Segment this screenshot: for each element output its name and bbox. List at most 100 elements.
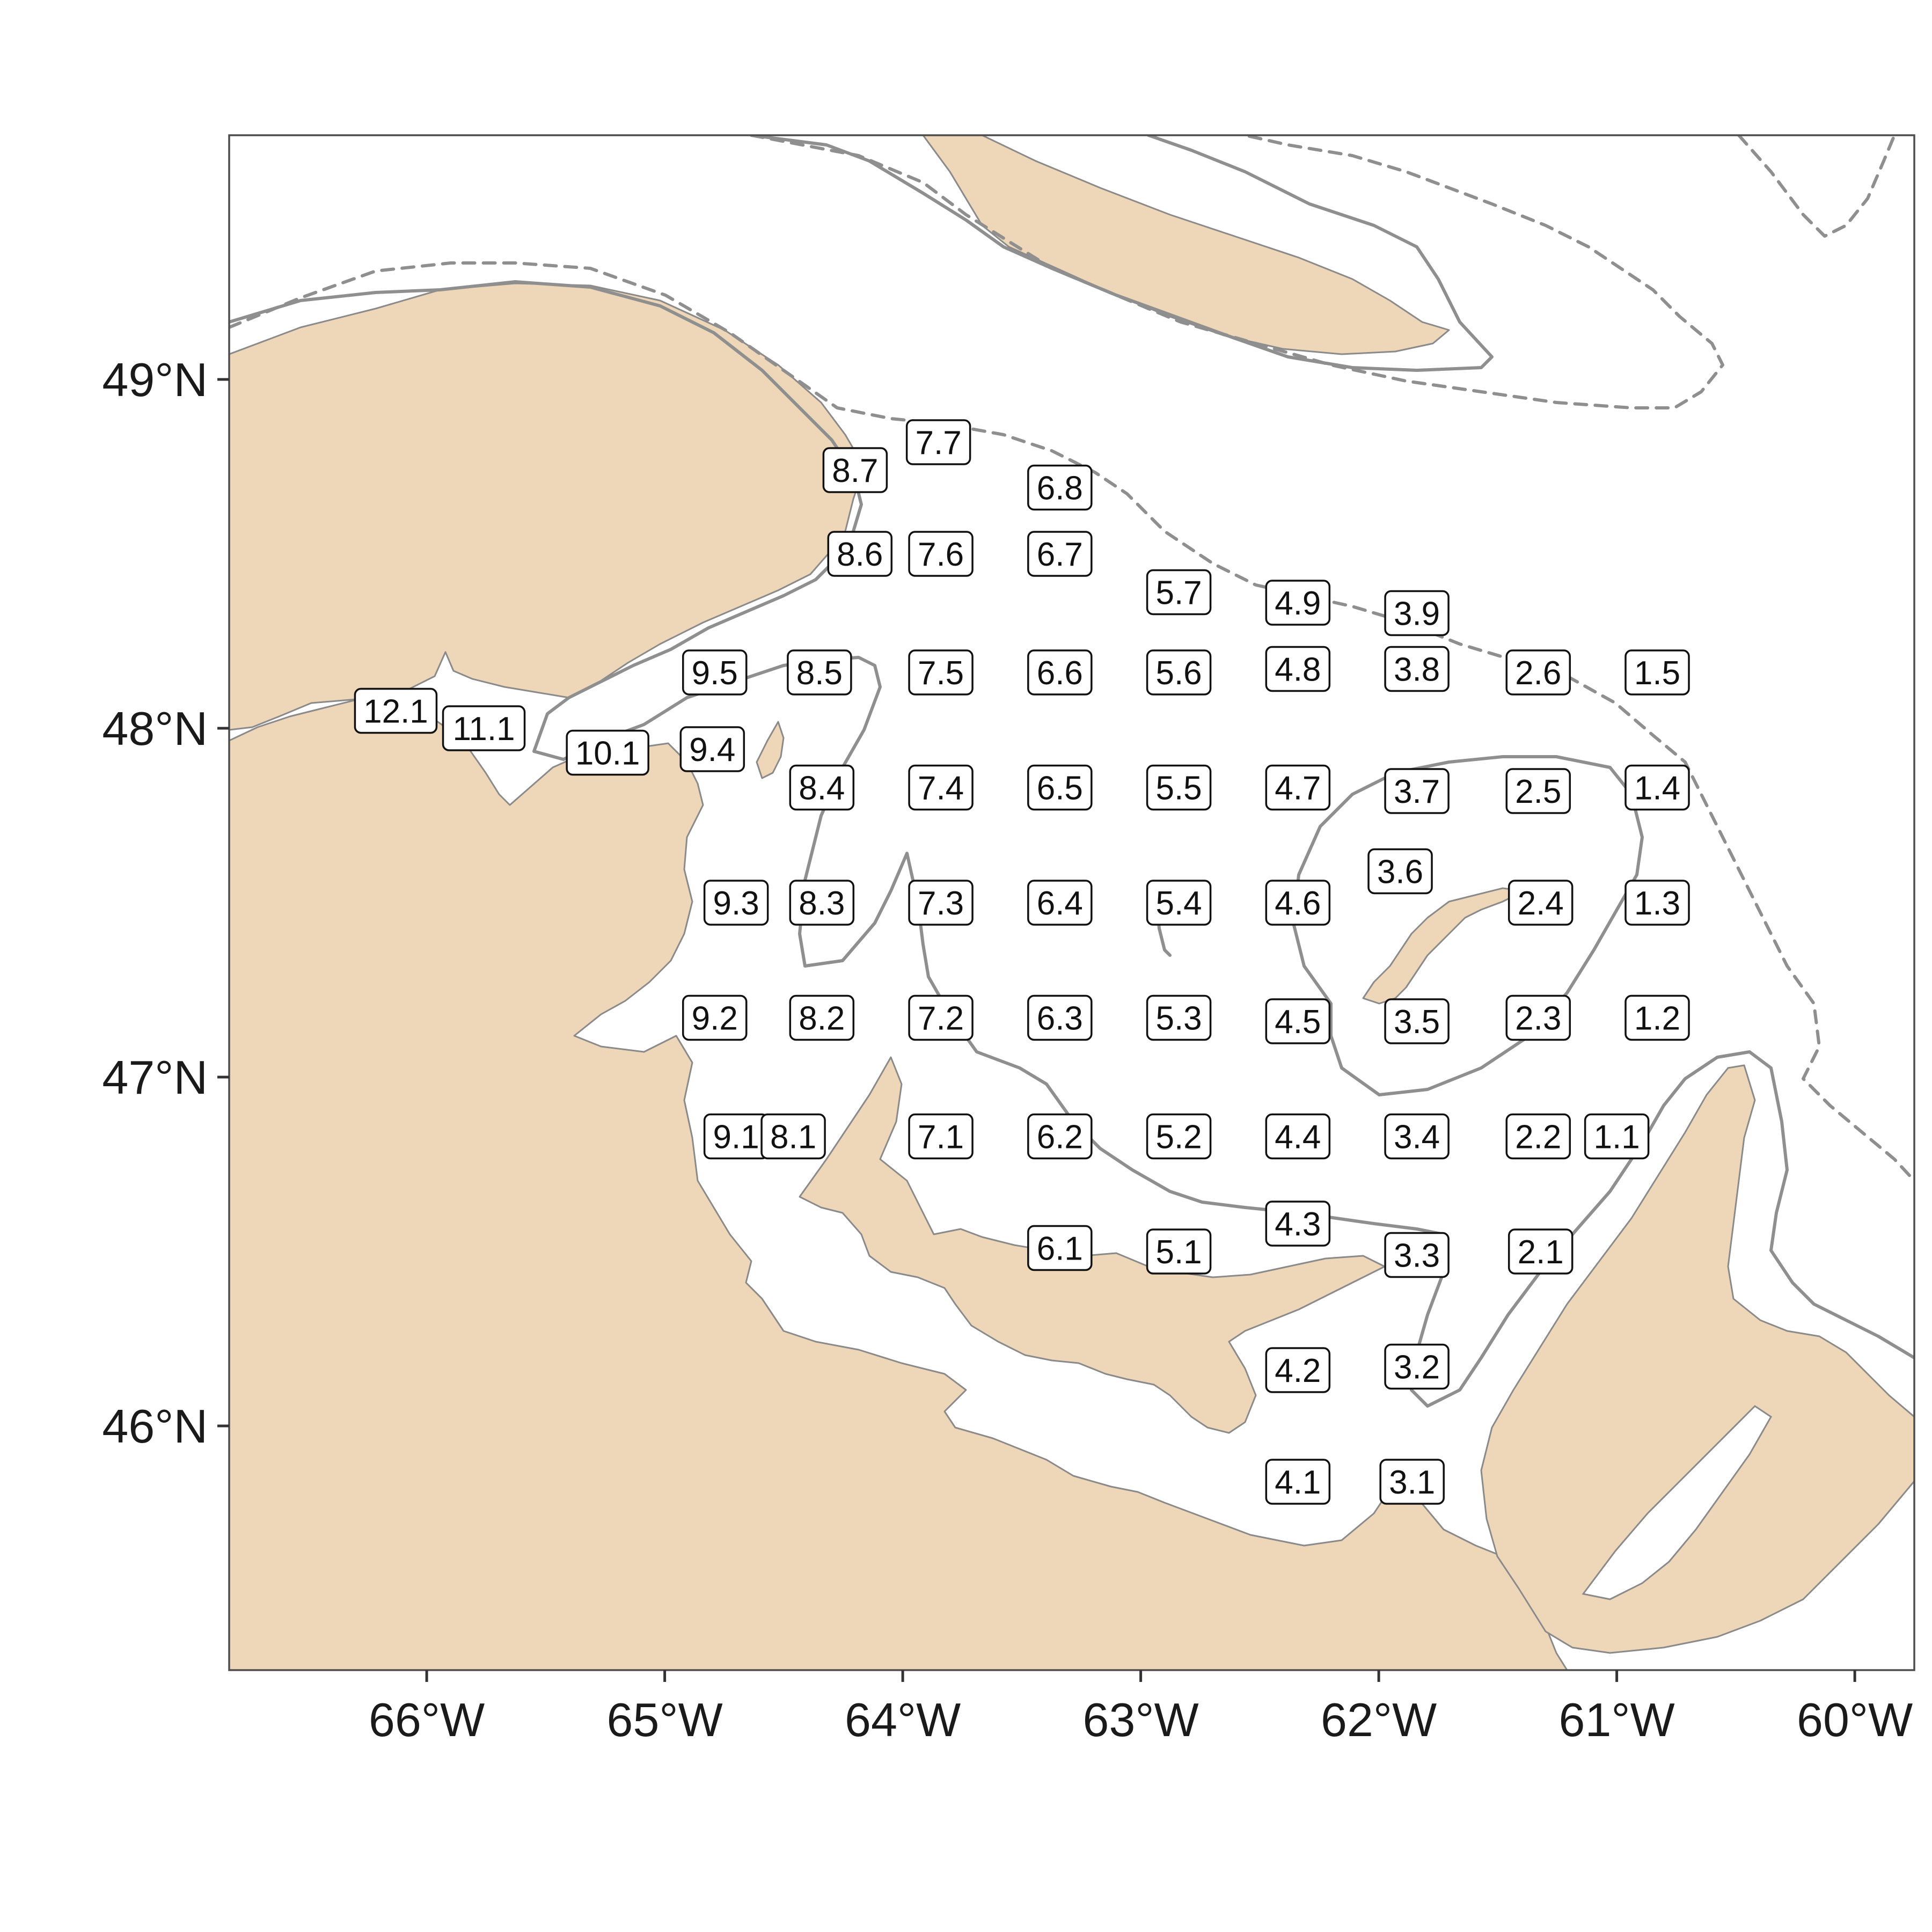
station-label: 4.7 <box>1265 764 1331 811</box>
station-label-box <box>1027 764 1093 811</box>
station-label: 6.7 <box>1027 531 1093 577</box>
station-label-text: 5.5 <box>1155 770 1202 807</box>
station-label-box <box>1146 1113 1212 1160</box>
station-label-text: 6.4 <box>1037 885 1083 922</box>
station-label: 8.3 <box>789 880 855 926</box>
station-label-box <box>1624 764 1690 811</box>
station-label-box <box>566 729 649 776</box>
station-label-text: 8.3 <box>799 885 845 922</box>
station-label: 2.1 <box>1507 1228 1574 1275</box>
station-label-text: 6.7 <box>1037 536 1083 573</box>
station-label-box <box>908 994 974 1041</box>
station-label: 3.3 <box>1384 1232 1450 1278</box>
station-label-box <box>1146 880 1212 926</box>
station-label: 2.6 <box>1505 649 1571 696</box>
station-label-box <box>908 880 974 926</box>
station-label-text: 3.5 <box>1394 1004 1440 1041</box>
station-label: 11.1 <box>442 705 526 751</box>
station-label-text: 7.3 <box>918 885 964 922</box>
station-label-box <box>1146 764 1212 811</box>
station-label: 9.2 <box>682 994 748 1041</box>
x-tick-label: 60°W <box>1797 1693 1913 1746</box>
station-label-text: 7.2 <box>918 1000 964 1037</box>
station-label-box <box>1027 994 1093 1041</box>
station-label-box <box>827 531 893 577</box>
station-label-text: 8.4 <box>799 770 845 807</box>
station-label-box <box>908 531 974 577</box>
y-axis: 49°N 48°N 47°N 46°N <box>102 353 229 1453</box>
station-labels: 12.1 11.1 10.1 9.5 9.4 9.3 9.2 9.1 8.7 8.6 8.5 8.4 8… <box>354 419 1690 1505</box>
station-label: 6.6 <box>1027 649 1093 696</box>
station-label-text: 6.2 <box>1037 1119 1083 1156</box>
station-label: 1.2 <box>1624 994 1690 1041</box>
mainland-south-land <box>229 697 1568 1670</box>
x-tick-label: 65°W <box>607 1693 723 1746</box>
station-label-text: 7.6 <box>918 536 964 573</box>
station-label-box <box>908 1113 974 1160</box>
station-label: 4.6 <box>1265 880 1331 926</box>
station-label-text: 5.6 <box>1155 655 1202 692</box>
station-label: 1.4 <box>1624 764 1690 811</box>
station-label-box <box>1027 649 1093 696</box>
station-label: 7.5 <box>908 649 974 696</box>
station-label-box <box>1265 1459 1331 1505</box>
station-label: 6.8 <box>1027 464 1093 511</box>
station-label-text: 4.8 <box>1275 652 1321 689</box>
station-label-box <box>1505 1113 1571 1160</box>
station-label-text: 4.7 <box>1275 770 1321 807</box>
station-label-box <box>1027 531 1093 577</box>
station-label-text: 6.3 <box>1037 1000 1083 1037</box>
station-label-box <box>1146 569 1212 616</box>
station-label-text: 12.1 <box>363 693 428 730</box>
isobath-solid-magdalen-ring <box>1292 755 1644 1096</box>
station-label: 2.3 <box>1505 994 1571 1041</box>
isobath-dashed-upper <box>750 135 1724 409</box>
station-label: 8.5 <box>787 649 852 696</box>
station-label-text: 3.1 <box>1389 1464 1435 1501</box>
station-label-box <box>682 994 748 1041</box>
magdalen-islands-land <box>1362 887 1525 1005</box>
isobath-solid-gaspe <box>229 280 1914 1408</box>
station-label-text: 6.1 <box>1037 1231 1083 1268</box>
station-label-box <box>1624 994 1690 1041</box>
station-label-box <box>1146 994 1212 1041</box>
station-label-text: 5.7 <box>1155 575 1202 612</box>
station-label: 4.1 <box>1265 1459 1331 1505</box>
station-label-text: 9.5 <box>692 655 738 692</box>
station-label-box <box>703 880 769 926</box>
station-label-box <box>1146 649 1212 696</box>
station-label: 9.3 <box>703 880 769 926</box>
station-label: 5.2 <box>1146 1113 1212 1160</box>
station-label-text: 5.2 <box>1155 1119 1202 1156</box>
station-label-text: 3.6 <box>1377 854 1423 891</box>
station-label: 5.5 <box>1146 764 1212 811</box>
station-label-text: 9.1 <box>713 1119 759 1156</box>
station-label-box <box>1505 649 1571 696</box>
anticosti-island-land <box>922 135 1450 355</box>
isobath-solid-anticosti <box>750 135 1494 372</box>
station-label: 8.2 <box>789 994 855 1041</box>
station-label-box <box>682 649 748 696</box>
station-label-box <box>1265 998 1331 1044</box>
station-label: 7.2 <box>908 994 974 1041</box>
station-label: 7.6 <box>908 531 974 577</box>
station-label-text: 2.6 <box>1515 655 1561 692</box>
station-label-text: 4.4 <box>1275 1119 1321 1156</box>
station-label: 6.3 <box>1027 994 1093 1041</box>
station-label-text: 2.3 <box>1515 1000 1561 1037</box>
station-label: 3.1 <box>1379 1459 1445 1505</box>
station-label-text: 1.3 <box>1634 885 1680 922</box>
station-label-text: 4.1 <box>1275 1464 1321 1501</box>
station-label-text: 4.6 <box>1275 885 1321 922</box>
station-label-box <box>822 447 888 493</box>
station-label: 6.2 <box>1027 1113 1093 1160</box>
station-label-text: 1.1 <box>1594 1119 1640 1156</box>
station-label-box <box>1507 1228 1574 1275</box>
station-label-text: 6.5 <box>1037 770 1083 807</box>
station-label-box <box>789 880 855 926</box>
station-label: 6.4 <box>1027 880 1093 926</box>
station-label-text: 11.1 <box>453 711 515 748</box>
station-label: 12.1 <box>354 687 438 734</box>
station-label-text: 3.4 <box>1394 1119 1440 1156</box>
